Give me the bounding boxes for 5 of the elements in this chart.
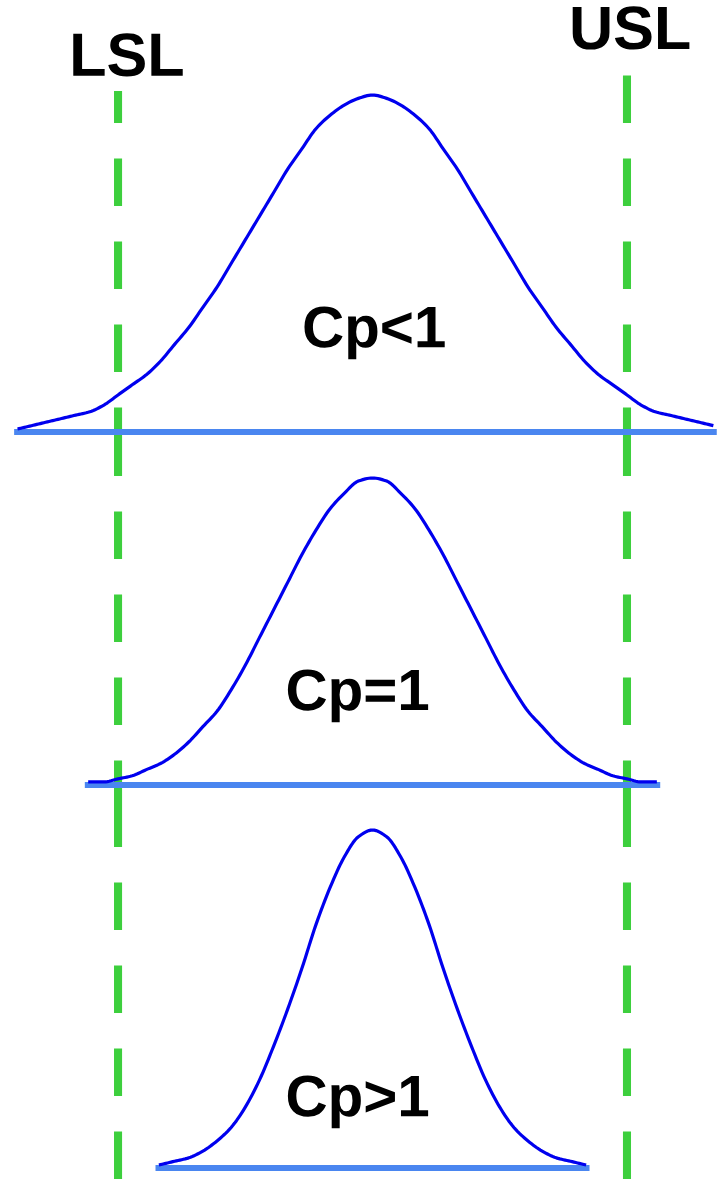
annotation: Cp=1 bbox=[287, 669, 429, 723]
text: LSL bbox=[73, 33, 183, 77]
annotation: Cp<1 bbox=[304, 306, 445, 360]
annotation: Cp>1 bbox=[287, 1075, 429, 1129]
text: USL bbox=[572, 6, 690, 50]
